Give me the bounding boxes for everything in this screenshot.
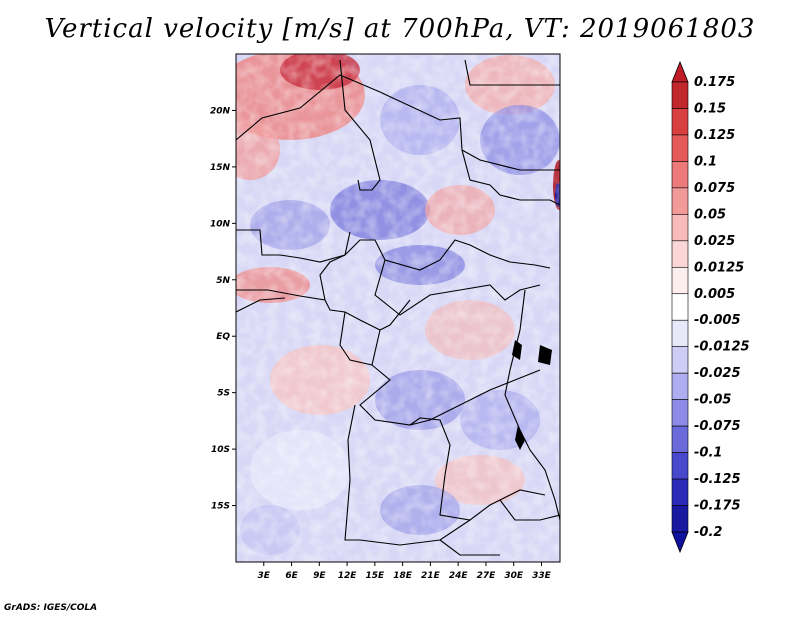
credit-label: GrADS: IGES/COLA xyxy=(4,603,98,613)
colorbar-label: -0.075 xyxy=(694,419,741,434)
colorbar-label: -0.0125 xyxy=(694,340,750,355)
lon-tick-label: 24E xyxy=(449,571,469,581)
colorbar-label: -0.025 xyxy=(694,366,741,381)
colorbar-label: 0.125 xyxy=(694,128,735,143)
colorbar-label: 0.075 xyxy=(694,181,735,196)
colorbar-bottom-arrow xyxy=(671,531,689,554)
lat-tick-label: 20N xyxy=(210,106,231,116)
lon-tick-label: 18E xyxy=(393,571,413,581)
lon-tick-label: 21E xyxy=(421,571,441,581)
colorbar: 0.175 0.15 0.125 0.1 0.075 0.05 0.025 0.0125 0.0… xyxy=(671,60,750,554)
colorbar-label: -0.2 xyxy=(694,525,722,540)
colorbar-segment xyxy=(671,425,689,453)
colorbar-label: 0.025 xyxy=(694,234,735,249)
lon-tick-label: 30E xyxy=(504,571,524,581)
map-frame xyxy=(235,53,561,563)
colorbar-label: 0.05 xyxy=(694,207,726,222)
latitude-axis: 20N 15N 10N 5N EQ 5S 10S 15S xyxy=(210,106,236,512)
colorbar-segment xyxy=(671,478,689,506)
colorbar-label: -0.05 xyxy=(694,393,731,408)
lat-tick-label: 5N xyxy=(216,276,230,286)
colorbar-segment xyxy=(671,372,689,400)
lon-tick-label: 15E xyxy=(366,571,386,581)
colorbar-label: 0.15 xyxy=(694,101,726,116)
colorbar-label: -0.125 xyxy=(694,472,741,487)
lon-tick-label: 33E xyxy=(532,571,552,581)
lon-tick-label: 12E xyxy=(338,571,358,581)
colorbar-segment xyxy=(671,161,689,189)
colorbar-label: 0.1 xyxy=(694,154,717,169)
colorbar-top-arrow xyxy=(671,60,689,83)
colorbar-segment xyxy=(671,346,689,374)
colorbar-segment xyxy=(671,187,689,215)
colorbar-label: 0.005 xyxy=(694,287,735,302)
lat-tick-label: 5S xyxy=(217,389,230,399)
velocity-field xyxy=(236,54,560,562)
longitude-axis: 3E 6E 9E 12E 15E 18E 21E 24E 27E 30E 33E xyxy=(258,562,552,581)
colorbar-label: 0.0125 xyxy=(694,260,744,275)
colorbar-segment xyxy=(671,108,689,136)
colorbar-segment xyxy=(671,505,689,533)
lon-tick-label: 9E xyxy=(313,571,326,581)
colorbar-segment xyxy=(671,293,689,321)
colorbar-label: -0.1 xyxy=(694,446,722,461)
lon-tick-label: 6E xyxy=(285,571,298,581)
colorbar-segment xyxy=(671,266,689,295)
lon-tick-label: 3E xyxy=(258,571,271,581)
colorbar-label: -0.175 xyxy=(694,499,741,514)
lon-tick-label: 27E xyxy=(477,571,497,581)
colorbar-segment xyxy=(671,452,689,480)
colorbar-label: 0.175 xyxy=(694,75,735,90)
lat-tick-label: 15N xyxy=(210,163,231,173)
lat-tick-label: 10S xyxy=(211,445,230,455)
colorbar-segment xyxy=(671,319,689,348)
colorbar-segment xyxy=(671,214,689,242)
colorbar-label: -0.005 xyxy=(694,313,741,328)
colorbar-segment xyxy=(671,240,689,268)
colorbar-segment xyxy=(671,399,689,427)
lat-tick-label: 15S xyxy=(211,502,230,512)
chart-title: Vertical velocity [m/s] at 700hPa, VT: 2… xyxy=(44,14,756,44)
lakes xyxy=(512,340,552,450)
lat-tick-label: 10N xyxy=(210,219,231,229)
lat-tick-label: EQ xyxy=(216,332,230,342)
colorbar-segment xyxy=(671,81,689,109)
colorbar-segment xyxy=(671,134,689,162)
